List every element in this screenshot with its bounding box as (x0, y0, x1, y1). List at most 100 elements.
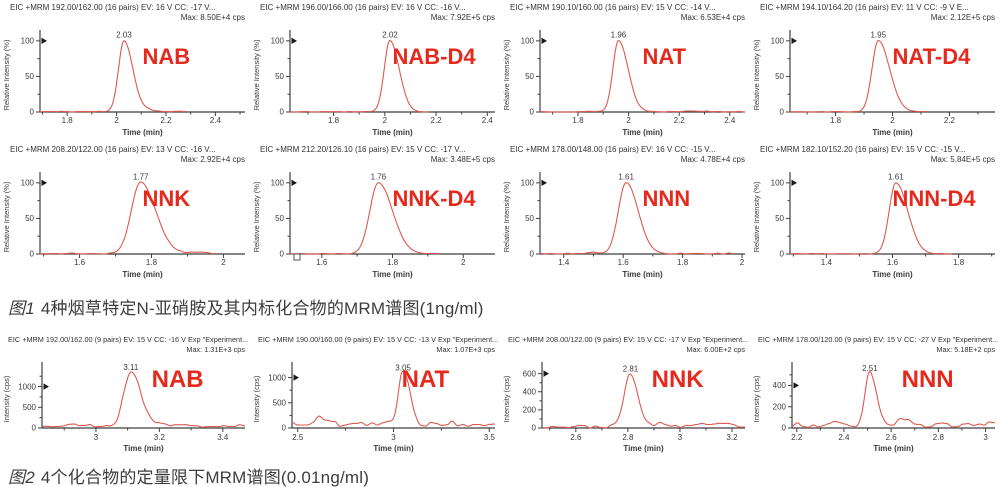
x-tick-label: 3 (678, 433, 683, 442)
y-tick-label: 100 (21, 37, 35, 46)
chromatogram-trace (791, 371, 996, 428)
x-axis-title: Time (min) (873, 444, 914, 453)
x-tick-label: 2 (461, 258, 466, 267)
y-tick-label: 100 (771, 37, 785, 46)
peak-rt-annotation: 3.11 (123, 363, 139, 372)
origin-square-marker-icon (293, 253, 301, 261)
y-tick-label: 100 (521, 179, 535, 188)
y-tick-label: 0 (782, 424, 787, 433)
x-tick-label: 3 (94, 433, 99, 442)
chromatogram-plot: EIC +MRM 212.20/126.10 (16 pairs) EV: 15… (250, 142, 500, 284)
peak-rt-annotation: 2.51 (862, 364, 878, 373)
y-tick-label: 100 (271, 37, 285, 46)
y-axis-title: Relative Intensity (%) (2, 39, 11, 110)
x-tick-label: 2.2 (674, 116, 686, 125)
chromatogram-canvas: 0 50 100 1.8 2 2.2 2.4 Relative Intensity (%) Ti… (252, 30, 495, 137)
chromatogram-canvas: 0 50 100 1.4 1.6 1.8 2 Relative Intensity (%) Ti… (502, 172, 745, 279)
compound-label: NAT-D4 (893, 44, 972, 69)
y-tick-label: 0 (30, 250, 35, 259)
figure-1-caption-text: 4种烟草特定N-亚硝胺及其内标化合物的MRM谱图(1ng/ml) (40, 299, 484, 318)
peak-rt-annotation: 1.61 (618, 172, 634, 181)
max-level-marker-icon (291, 179, 297, 187)
y-axis-title: Relative Intensity (%) (502, 181, 511, 252)
y-tick-label: 50 (525, 214, 534, 223)
chromatogram-plot: EIC +MRM 190.00/160.00 (9 pairs) EV: 15 … (250, 332, 500, 455)
x-tick-label: 2.8 (622, 433, 634, 442)
x-tick-label: 3.2 (154, 433, 166, 442)
max-level-marker-icon (291, 37, 297, 45)
chromatogram-canvas: 0 50 100 1.8 2 2.2 Relative Intensity (%) Time … (752, 30, 995, 137)
x-tick-label: 3.5 (484, 433, 496, 442)
max-level-marker-icon (293, 374, 299, 381)
chromatogram-plot: EIC +MRM 196.00/166.00 (16 pairs) EV: 16… (250, 0, 500, 142)
y-tick-label: 0 (280, 108, 285, 117)
x-tick-label: 3.2 (726, 433, 738, 442)
compound-label: NAT (643, 44, 687, 69)
x-tick-label: 1.8 (677, 258, 689, 267)
chromatogram-canvas: 0 50 100 1.6 1.8 2 Relative Intensity (%) Time … (252, 172, 495, 279)
x-tick-label: 2.2 (791, 433, 803, 442)
max-intensity-label: Max: 6.00E+2 cps (686, 345, 745, 354)
chromatogram-plot: EIC +MRM 178.00/148.00 (16 pairs) EV: 16… (500, 142, 750, 284)
chromatogram-plot: EIC +MRM 190.10/160.00 (16 pairs) EV: 15… (500, 0, 750, 142)
y-tick-label: 400 (773, 381, 787, 390)
mrm-transition-header: EIC +MRM 194.10/164.20 (16 pairs) EV: 11… (760, 3, 969, 12)
chromatogram-plot: EIC +MRM 192.00/162.00 (9 pairs) EV: 15 … (0, 332, 250, 455)
peak-rt-annotation: 1.95 (870, 30, 886, 39)
chromatogram-canvas: 0 500 1000 3 3.2 3.4 Intensity (cps) Time (min)… (2, 362, 246, 453)
y-tick-label: 50 (525, 72, 534, 81)
chromatogram-canvas: 0 200 400 2.2 2.4 2.6 2.8 3 Intensity (cps) Time … (752, 362, 996, 453)
mrm-transition-header: EIC +MRM 208.20/122.00 (16 pairs) EV: 13… (10, 145, 216, 154)
y-tick-label: 50 (275, 214, 284, 223)
mrm-transition-header: EIC +MRM 196.00/166.00 (16 pairs) EV: 16… (260, 3, 466, 12)
x-axis-title: Time (min) (123, 444, 164, 453)
y-tick-label: 0 (780, 108, 785, 117)
max-intensity-label: Max: 5.84E+5 cps (930, 155, 995, 164)
y-tick-label: 0 (530, 250, 535, 259)
y-axis-title: Intensity (cps) (752, 375, 761, 422)
x-tick-label: 2.6 (570, 433, 582, 442)
x-tick-label: 2 (383, 116, 388, 125)
chromatogram-trace (39, 40, 186, 113)
mrm-transition-header: EIC +MRM 212.20/126.10 (16 pairs) EV: 15… (260, 145, 466, 154)
x-axis-title: Time (min) (372, 128, 413, 137)
chromatogram-canvas: 0 50 100 1.8 2 2.2 2.4 Relative Intensity (%) Ti… (502, 30, 745, 137)
chromatogram-trace (42, 371, 246, 428)
x-axis-title: Time (min) (372, 270, 413, 279)
x-tick-label: 1.6 (887, 258, 899, 267)
y-axis-title: Relative Intensity (%) (252, 181, 261, 252)
y-axis-title: Relative Intensity (%) (2, 181, 11, 252)
y-tick-label: 50 (775, 214, 784, 223)
chromatogram-plot: EIC +MRM 208.00/122.00 (9 pairs) EV: 15 … (500, 332, 750, 455)
x-tick-label: 2.8 (933, 433, 945, 442)
chromatogram-trace (789, 40, 927, 113)
max-intensity-label: Max: 2.92E+4 cps (180, 155, 245, 164)
x-tick-label: 2.5 (292, 433, 304, 442)
mrm-transition-header: EIC +MRM 182.10/152.20 (16 pairs) EV: 15… (760, 145, 966, 154)
x-tick-label: 2.2 (160, 116, 172, 125)
max-intensity-label: Max: 8.50E+4 cps (180, 13, 245, 22)
y-axis-title: Relative Intensity (%) (502, 39, 511, 110)
chromatogram-trace (789, 182, 953, 255)
compound-label: NNN (643, 186, 691, 211)
y-axis-title: Relative Intensity (%) (752, 181, 761, 252)
x-tick-label: 1.8 (146, 258, 158, 267)
chromatogram-plot: EIC +MRM 178.00/120.00 (9 pairs) EV: 15 … (750, 332, 1000, 455)
chromatogram-canvas: 0 50 100 1.4 1.6 1.8 Relative Intensity (%) Tim… (752, 172, 995, 279)
x-tick-label: 2.2 (944, 116, 956, 125)
x-tick-label: 2.4 (210, 116, 222, 125)
peak-rt-annotation: 1.76 (371, 172, 387, 181)
y-tick-label: 500 (23, 403, 37, 412)
x-tick-label: 2 (740, 258, 745, 267)
figure-1-grid: EIC +MRM 192.00/162.00 (16 pairs) EV: 16… (0, 0, 1000, 284)
chromatogram-plot: EIC +MRM 194.10/164.20 (16 pairs) EV: 11… (750, 0, 1000, 142)
compound-label: NAB-D4 (393, 44, 477, 69)
mrm-transition-header: EIC +MRM 178.00/120.00 (9 pairs) EV: 15 … (758, 335, 998, 344)
y-tick-label: 0 (532, 424, 537, 433)
y-tick-label: 0 (32, 424, 37, 433)
chromatogram-plot: EIC +MRM 208.20/122.00 (16 pairs) EV: 13… (0, 142, 250, 284)
x-axis-title: Time (min) (872, 128, 913, 137)
compound-label: NAT (402, 366, 450, 393)
figure-2-caption: 图2 4个化合物的定量限下MRM谱图(0.01ng/ml) (8, 463, 1000, 487)
